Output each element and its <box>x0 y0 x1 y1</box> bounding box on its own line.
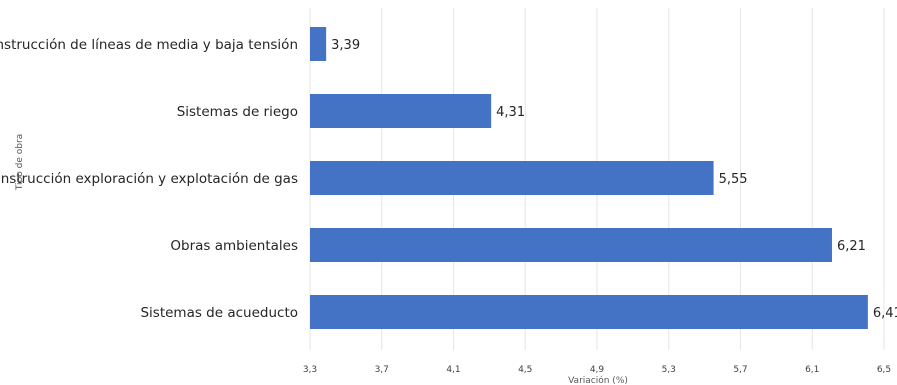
category-labels: Construcción de líneas de media y baja t… <box>0 37 298 321</box>
x-tick-label: 6,5 <box>877 365 891 375</box>
x-tick-label: 4,9 <box>590 365 605 375</box>
x-axis-title: Variación (%) <box>568 375 628 385</box>
x-tick-labels: 3,3 3,7 4,1 4,5 4,9 5,3 5,7 6,1 6,5 <box>303 365 891 375</box>
x-tick-label: 4,5 <box>518 365 532 375</box>
category-label: Obras ambientales <box>170 238 298 254</box>
x-tick-label: 3,3 <box>303 365 317 375</box>
data-label: 6,41 <box>873 306 897 321</box>
x-tick-label: 5,3 <box>662 365 676 375</box>
bar <box>310 228 832 262</box>
y-axis-title: Tipo de obra <box>15 134 25 191</box>
data-label: 4,31 <box>496 105 525 120</box>
bar <box>310 295 868 329</box>
data-labels: 3,39 4,31 5,55 6,21 6,41 <box>331 38 897 321</box>
data-label: 5,55 <box>719 172 748 187</box>
bar <box>310 94 492 128</box>
x-tick-label: 4,1 <box>446 365 460 375</box>
category-label: Sistemas de riego <box>177 104 298 120</box>
x-tick-label: 3,7 <box>375 365 389 375</box>
x-tick-label: 6,1 <box>805 365 819 375</box>
data-label: 3,39 <box>331 38 360 53</box>
bar <box>310 27 327 61</box>
category-label: Sistemas de acueducto <box>140 305 298 321</box>
category-label: Construcción de líneas de media y baja t… <box>0 37 298 53</box>
x-tick-label: 5,7 <box>733 365 747 375</box>
category-label: Construcción exploración y explotación d… <box>0 171 298 187</box>
bar <box>310 161 714 195</box>
bars <box>310 27 868 329</box>
data-label: 6,21 <box>837 239 866 254</box>
